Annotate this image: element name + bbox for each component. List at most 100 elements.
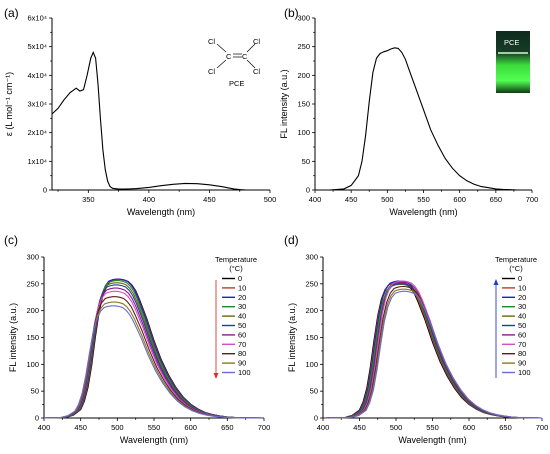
x-tick-label: 700 bbox=[258, 423, 271, 432]
x-tick-label: 700 bbox=[526, 195, 539, 204]
molecule-atom-c-right: C bbox=[242, 52, 248, 61]
x-tick-label: 400 bbox=[317, 423, 330, 432]
molecule-atom-cl-top-left: Cl bbox=[208, 37, 215, 46]
x-tick-label: 650 bbox=[221, 423, 234, 432]
y-tick-label: 50 bbox=[31, 387, 39, 396]
series-line-d-0 bbox=[322, 282, 543, 419]
y-tick-label: 100 bbox=[297, 128, 310, 137]
x-axis-title: Wavelength (nm) bbox=[120, 435, 188, 445]
legend-label: 0 bbox=[518, 274, 522, 283]
molecule-structure: Cl Cl C C Cl Cl PCE bbox=[208, 37, 260, 88]
x-axis-title: Wavelength (nm) bbox=[389, 207, 457, 217]
x-tick-label: 700 bbox=[536, 423, 549, 432]
y-axis-title: FL intensity (a.u.) bbox=[279, 69, 289, 138]
series-line-b-0 bbox=[329, 47, 532, 191]
legend-label: 100 bbox=[238, 368, 251, 377]
series-line-d-40 bbox=[325, 283, 543, 419]
legend-label: 100 bbox=[518, 368, 531, 377]
x-tick-label: 500 bbox=[390, 423, 403, 432]
series-line-c-80 bbox=[43, 296, 260, 419]
y-tick-label: 200 bbox=[26, 306, 39, 315]
x-tick-label: 650 bbox=[499, 423, 512, 432]
y-axis-title: FL intensity (a.u.) bbox=[8, 303, 18, 372]
legend-label: 60 bbox=[518, 330, 526, 339]
legend-label: 50 bbox=[518, 321, 526, 330]
legend-title-unit: (°C) bbox=[509, 264, 523, 273]
legend-title-unit: (°C) bbox=[229, 264, 243, 273]
y-tick-label: 250 bbox=[297, 42, 310, 51]
legend-label: 90 bbox=[238, 359, 246, 368]
legend-label: 0 bbox=[238, 274, 242, 283]
x-axis-title: Wavelength (nm) bbox=[127, 207, 195, 217]
series-line-d-30 bbox=[324, 282, 543, 419]
y-tick-label: 150 bbox=[26, 333, 39, 342]
series-line-d-50 bbox=[326, 283, 543, 419]
series-line-d-20 bbox=[324, 280, 543, 419]
y-axis-title: ε (L mol⁻¹ cm⁻¹) bbox=[4, 72, 14, 136]
y-tick-label: 5x10⁴ bbox=[28, 42, 48, 51]
molecule-atom-cl-bottom-right: Cl bbox=[253, 67, 260, 76]
y-tick-label: 150 bbox=[297, 100, 310, 109]
legend-label: 10 bbox=[238, 283, 246, 292]
legend-label: 20 bbox=[518, 293, 526, 302]
series-line-c-70 bbox=[43, 290, 260, 419]
bond-cl-c-tl bbox=[216, 43, 227, 53]
legend-label: 10 bbox=[518, 283, 526, 292]
x-tick-label: 400 bbox=[143, 195, 156, 204]
x-tick-label: 600 bbox=[184, 423, 197, 432]
vial-body bbox=[496, 31, 530, 93]
y-tick-label: 2x10⁴ bbox=[28, 128, 48, 137]
x-tick-label: 350 bbox=[82, 195, 95, 204]
legend-title: Temperature bbox=[495, 255, 537, 264]
vial-label: PCE bbox=[504, 38, 519, 47]
y-tick-label: 1x10⁴ bbox=[28, 157, 48, 166]
series-line-c-100 bbox=[43, 305, 259, 419]
y-tick-label: 100 bbox=[305, 360, 318, 369]
y-tick-label: 100 bbox=[26, 360, 39, 369]
chart-panel-b: 400 450 500 550 600 650 700 0 50 100 150 200 250 300 W… bbox=[279, 14, 538, 218]
y-tick-label: 200 bbox=[305, 306, 318, 315]
y-tick-label: 0 bbox=[43, 186, 47, 195]
legend-label: 90 bbox=[518, 359, 526, 368]
series-line-d-60 bbox=[326, 281, 543, 419]
legend-label: 70 bbox=[518, 340, 526, 349]
chart-panel-c: 400 450 500 550 600 650 700050100150200250300W… bbox=[8, 253, 270, 446]
y-tick-label: 200 bbox=[297, 71, 310, 80]
panel-label-c: (c) bbox=[4, 233, 18, 247]
series-line-d-100 bbox=[329, 290, 543, 419]
y-tick-label: 250 bbox=[26, 279, 39, 288]
trend-arrow-head bbox=[493, 279, 499, 285]
y-axis-title: FL intensity (a.u.) bbox=[287, 303, 297, 372]
legend-title: Temperature bbox=[215, 255, 257, 264]
y-tick-label: 250 bbox=[305, 279, 318, 288]
x-tick-label: 450 bbox=[203, 195, 216, 204]
legend-label: 30 bbox=[518, 302, 526, 311]
chart-panel-a: 350 400 450 500 0 1x10⁴ 2x10⁴ 3x10⁴ 4x10⁴ 5x10⁴ 6x… bbox=[4, 14, 276, 218]
y-tick-label: 300 bbox=[305, 253, 318, 262]
x-tick-label: 600 bbox=[453, 195, 466, 204]
y-tick-label: 0 bbox=[35, 414, 39, 423]
x-tick-label: 500 bbox=[264, 195, 277, 204]
molecule-name: PCE bbox=[229, 79, 244, 88]
legend-label: 20 bbox=[238, 293, 246, 302]
x-tick-label: 450 bbox=[74, 423, 87, 432]
vial-cap-highlight bbox=[498, 52, 528, 54]
y-tick-label: 300 bbox=[297, 14, 310, 23]
panel-label-d: (d) bbox=[284, 233, 299, 247]
panel-label-a: (a) bbox=[4, 6, 19, 20]
legend-label: 40 bbox=[238, 312, 246, 321]
x-tick-label: 500 bbox=[111, 423, 124, 432]
x-tick-label: 450 bbox=[345, 195, 358, 204]
series-line-d-10 bbox=[323, 281, 543, 419]
y-tick-label: 0 bbox=[306, 186, 310, 195]
x-tick-label: 400 bbox=[309, 195, 322, 204]
legend-label: 50 bbox=[238, 321, 246, 330]
legend-label: 70 bbox=[238, 340, 246, 349]
x-tick-label: 550 bbox=[148, 423, 161, 432]
y-tick-label: 0 bbox=[314, 414, 318, 423]
x-tick-label: 450 bbox=[353, 423, 366, 432]
legend-label: 60 bbox=[238, 330, 246, 339]
series-line-a-0 bbox=[51, 50, 246, 191]
y-tick-label: 50 bbox=[310, 387, 318, 396]
